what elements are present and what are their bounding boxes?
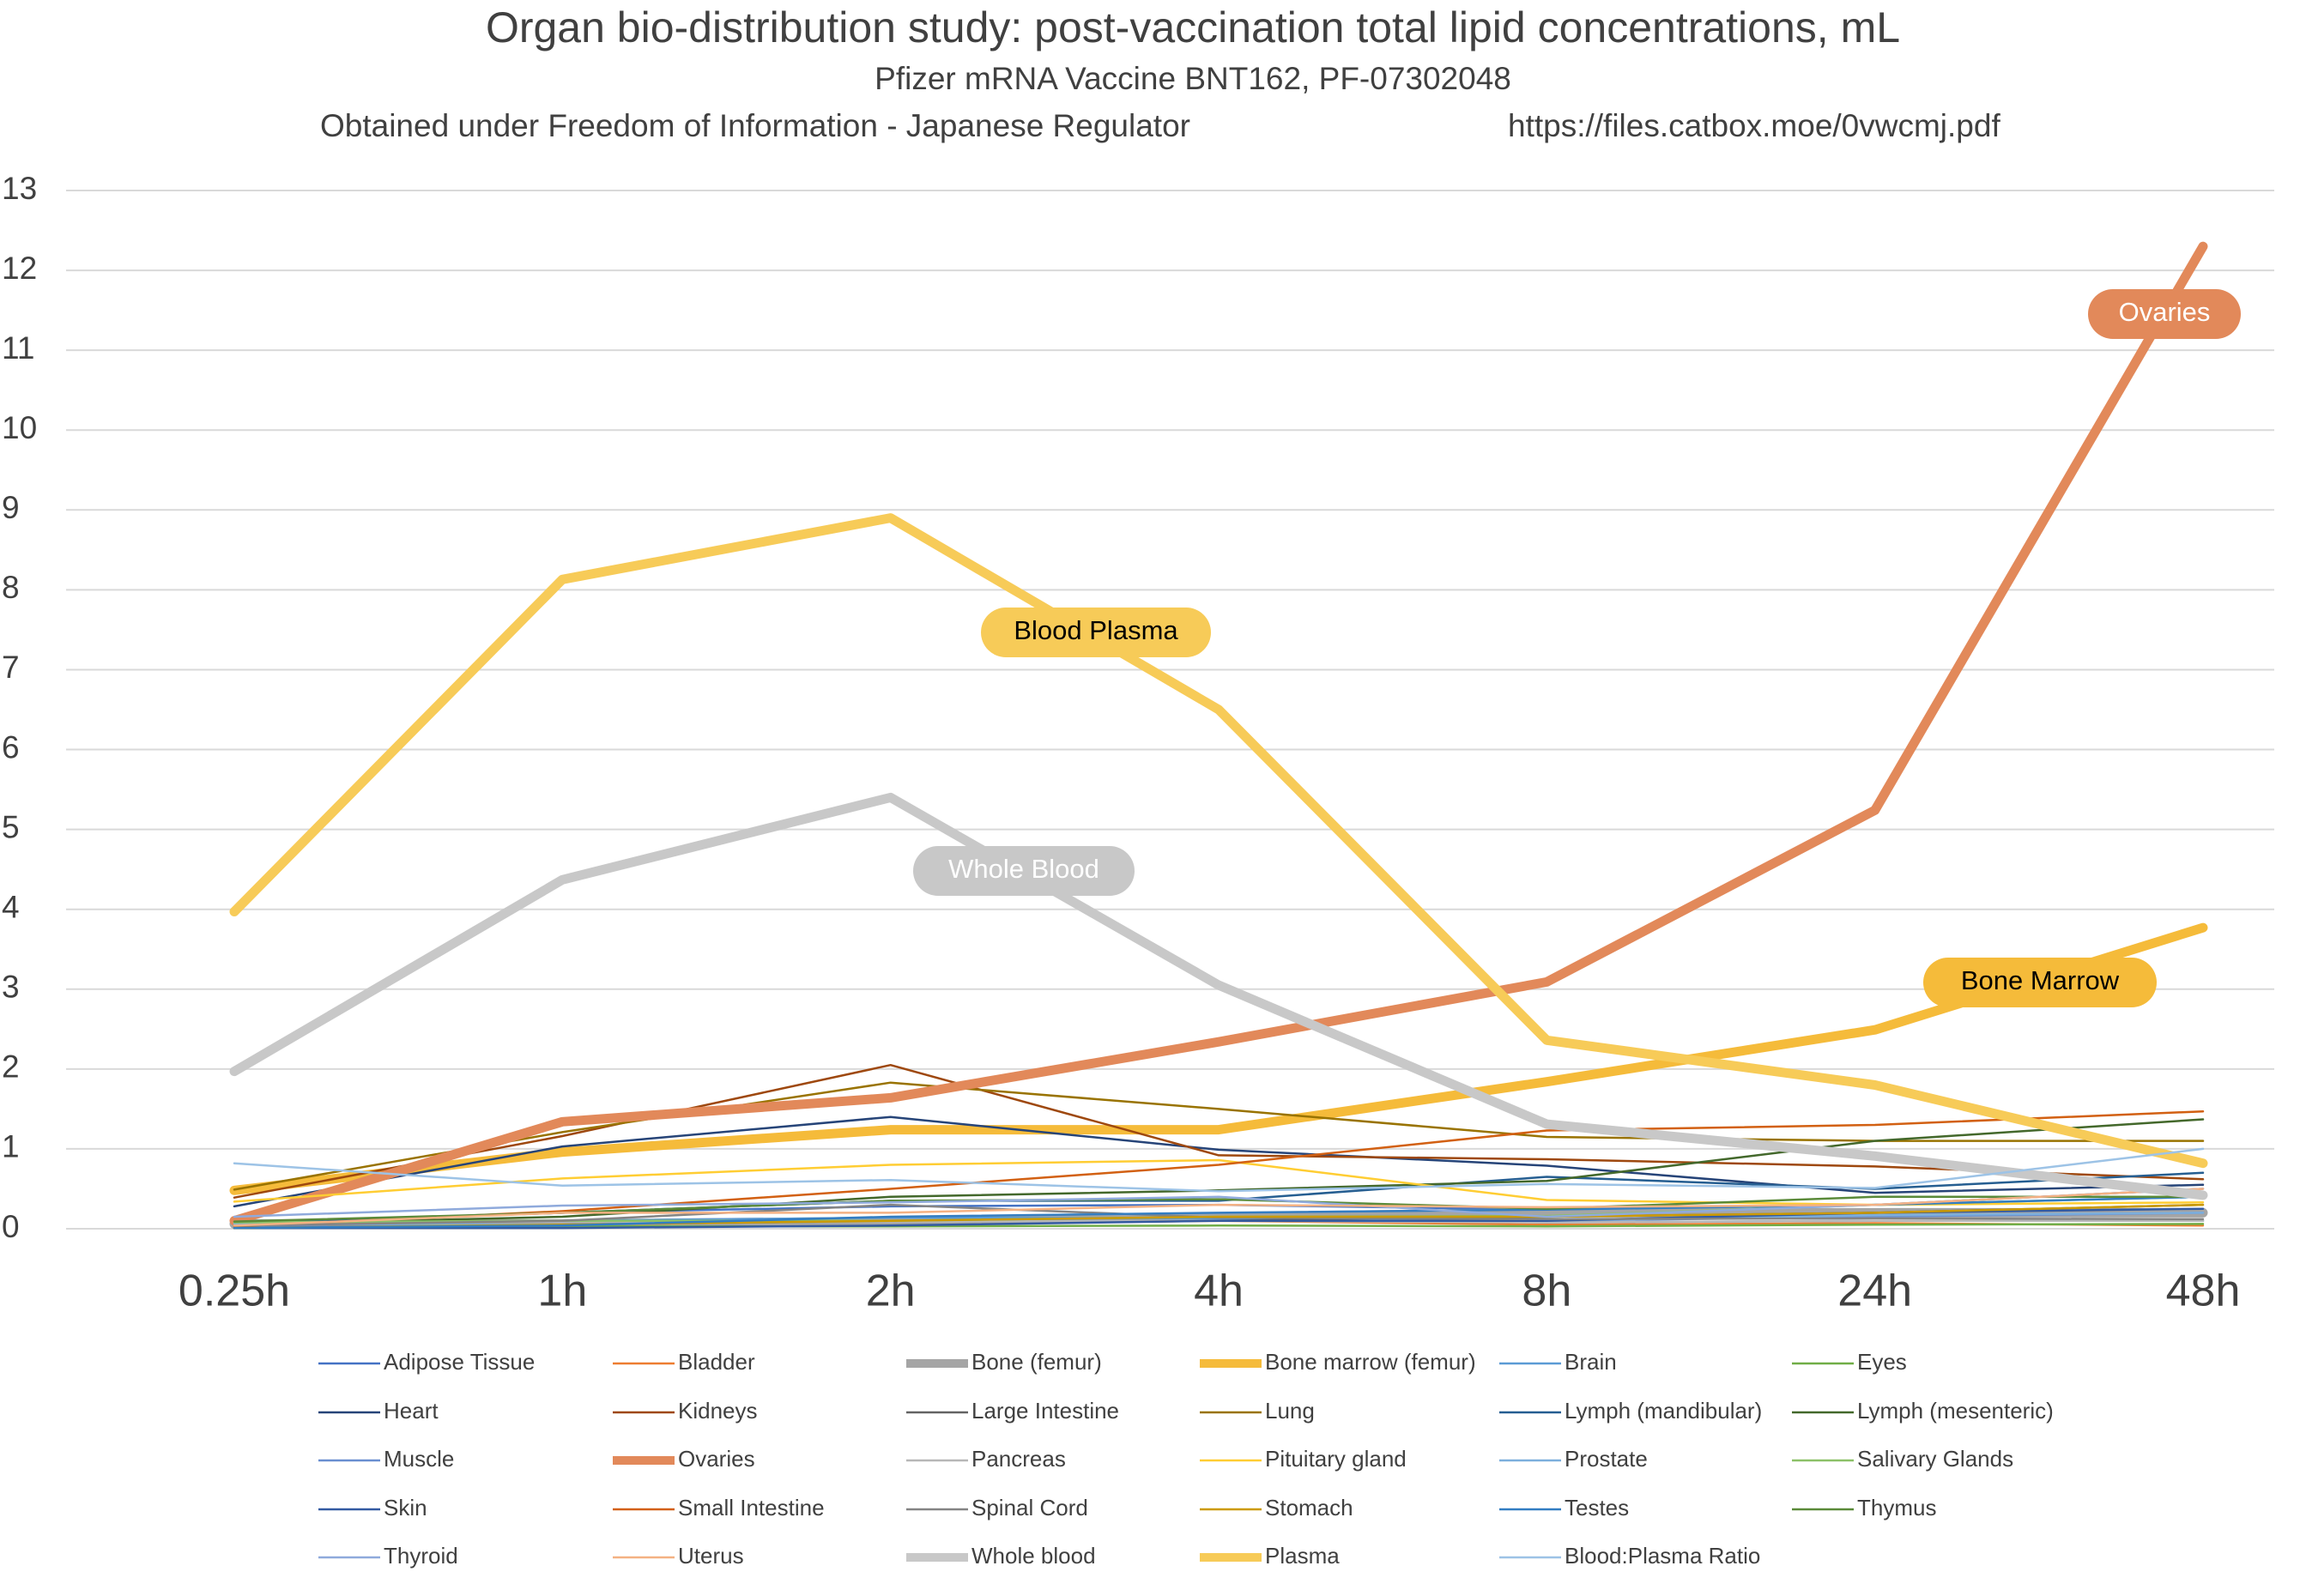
y-tick-label: 2 [2, 1049, 20, 1085]
annotation: Whole Blood [948, 854, 1099, 884]
legend-label: Lymph (mandibular) [1565, 1398, 1762, 1424]
legend-label: Muscle [384, 1446, 454, 1472]
x-tick-label: 24h [1837, 1267, 1912, 1316]
source-note: Obtained under Freedom of Information - … [320, 108, 1190, 143]
legend-label: Brain [1565, 1349, 1617, 1375]
annotation-box [2088, 289, 2241, 339]
y-tick-label: 3 [2, 970, 20, 1005]
legend-label: Plasma [1265, 1543, 1340, 1569]
legend-label: Bone (femur) [971, 1349, 1102, 1375]
legend-label: Prostate [1565, 1446, 1648, 1472]
legend-label: Lymph (mesenteric) [1857, 1398, 2054, 1424]
y-tick-label: 8 [2, 570, 20, 605]
y-tick-label: 13 [2, 171, 37, 206]
legend-label: Heart [384, 1398, 439, 1424]
chart-subtitle: Pfizer mRNA Vaccine BNT162, PF-07302048 [875, 61, 1511, 96]
legend-label: Thyroid [384, 1543, 458, 1569]
series-line [229, 513, 2208, 1169]
legend-label: Uterus [678, 1543, 744, 1569]
y-tick-label: 5 [2, 809, 20, 844]
series-line [229, 922, 2208, 1195]
x-tick-label: 2h [866, 1267, 916, 1316]
legend-label: Whole blood [971, 1543, 1096, 1569]
chart-title: Organ bio-distribution study: post-vacci… [486, 3, 1900, 51]
y-tick-label: 11 [2, 330, 34, 366]
y-tick-label: 12 [2, 251, 37, 286]
series-line [229, 241, 2208, 1226]
legend-label: Blood:Plasma Ratio [1565, 1543, 1760, 1569]
y-tick-label: 0 [2, 1209, 20, 1244]
series-line [233, 1109, 2205, 1228]
y-tick-label: 10 [2, 410, 37, 445]
legend-label: Skin [384, 1495, 427, 1520]
legend-label: Spinal Cord [971, 1495, 1088, 1520]
series-line [233, 1147, 2205, 1193]
x-tick-label: 4h [1194, 1267, 1244, 1316]
legend-label: Stomach [1265, 1495, 1353, 1520]
series-line [233, 1115, 2205, 1208]
legend-label: Large Intestine [971, 1398, 1119, 1424]
legend-label: Testes [1565, 1495, 1629, 1520]
legend-label: Eyes [1857, 1349, 1907, 1375]
legend-label: Bone marrow (femur) [1265, 1349, 1476, 1375]
legend-label: Pituitary gland [1265, 1446, 1407, 1472]
legend-label: Small Intestine [678, 1495, 825, 1520]
annotation: Bone Marrow [1961, 965, 2120, 995]
x-tick-label: 0.25h [179, 1267, 290, 1316]
y-tick-label: 6 [2, 729, 20, 765]
series-line [229, 792, 2208, 1200]
y-tick-label: 4 [2, 889, 20, 924]
x-tick-label: 48h [2166, 1267, 2241, 1316]
legend-label: Adipose Tissue [384, 1349, 535, 1375]
legend-label: Thymus [1857, 1495, 1936, 1520]
legend-label: Salivary Glands [1857, 1446, 2013, 1472]
annotation-box [1923, 958, 2157, 1007]
source-url: https://files.catbox.moe/0vwcmj.pdf [1508, 108, 2000, 143]
legend-label: Kidneys [678, 1398, 758, 1424]
legend-label: Ovaries [678, 1446, 755, 1472]
y-tick-label: 7 [2, 650, 20, 685]
y-tick-label: 1 [2, 1129, 20, 1164]
annotation-box [913, 846, 1135, 896]
x-tick-label: 8h [1522, 1267, 1571, 1316]
legend-label: Lung [1265, 1398, 1315, 1424]
series-line [233, 1063, 2205, 1199]
y-tick-label: 9 [2, 490, 20, 525]
legend-label: Bladder [678, 1349, 755, 1375]
x-tick-label: 1h [537, 1267, 587, 1316]
annotation-box [981, 608, 1211, 657]
annotation: Ovaries [2119, 297, 2211, 327]
series-line [233, 1188, 2205, 1227]
annotation: Blood Plasma [1014, 615, 1178, 645]
legend-label: Pancreas [971, 1446, 1066, 1472]
